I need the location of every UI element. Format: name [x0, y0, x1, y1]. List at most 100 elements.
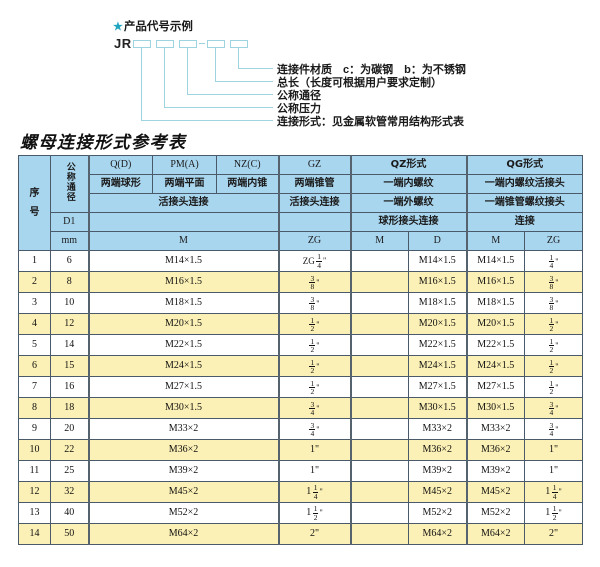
header-row-forms: 两端球形 两端平面 两端内锥 两端锥管 一端内螺纹 一端内螺纹活接头 [19, 174, 584, 194]
header-form-gz: 两端锥管 [278, 174, 352, 194]
header-form-qg: 一端内螺纹活接头 [466, 174, 584, 194]
cell-nominal-bore: 12 [50, 313, 90, 335]
header-form-qd: 两端球形 [88, 174, 153, 194]
cell-qg-m: M14×1.5 [466, 250, 526, 272]
product-code-diagram: ★产品代号示例 JR 连接件材质 c：为碳钢 b：为不锈钢 总长（长度可根据用户… [0, 0, 600, 128]
header-conn-qz: 一端外螺纹 [349, 193, 468, 213]
cell-gz: 1 2 " [278, 355, 352, 377]
cell-gz: 1" [278, 439, 352, 461]
leader-line-2-vertical [164, 48, 165, 107]
cell-nominal-bore: 14 [50, 334, 90, 356]
header-row-codes: 序 号 公称通径 Q(D) PM(A) NZ(C) GZ QZ形式 QG形式 [18, 155, 584, 251]
cell-gz: 1 2 " [278, 313, 352, 335]
cell-seq: 6 [18, 355, 51, 377]
cell-seq: 12 [18, 481, 51, 503]
cell-seq: 13 [18, 502, 51, 524]
cell-qg-zg: 1 4 " [524, 250, 584, 272]
cell-gz: 1" [278, 460, 352, 482]
table-row: 11 25 M39×2 1" M39×2 M39×2 1" [18, 460, 584, 482]
header-conn-qg: 一端锥管螺纹接头 [466, 193, 584, 213]
cell-qz-d: M22×1.5 [407, 334, 468, 356]
leader-line-2-horizontal [164, 107, 273, 108]
header-seq-char2: 号 [29, 207, 40, 218]
leader-line-3-horizontal [187, 94, 273, 95]
cell-qg-zg: 2" [524, 523, 584, 545]
cell-qz-m [350, 271, 409, 293]
cell-gz: 3 8 " [278, 271, 352, 293]
cell-qz-d: M36×2 [407, 439, 468, 461]
cell-thread-m: M45×2 [88, 481, 280, 503]
cell-qg-zg: 1 2 " [524, 313, 584, 335]
cell-qz-m [350, 250, 409, 272]
spec-table: 序 号 公称通径 Q(D) PM(A) NZ(C) GZ QZ形式 QG形式 两… [18, 155, 584, 545]
cell-nominal-bore: 10 [50, 292, 90, 314]
leader-line-1-vertical [141, 48, 142, 120]
cell-qz-d: M64×2 [407, 523, 468, 545]
table-row: 2 8 M16×1.5 3 8 " M16×1.5 M16×1.5 3 8 " [18, 271, 584, 293]
code-box-1 [133, 40, 151, 48]
cell-qg-zg: 1 2 " [524, 355, 584, 377]
cell-seq: 9 [18, 418, 51, 440]
cell-qz-d: M52×2 [407, 502, 468, 524]
header-row-d1: D1 球形接头连接 连接 [19, 212, 584, 232]
header-row-units: mm M ZG M D M ZG [19, 231, 584, 251]
cell-qz-m [350, 460, 409, 482]
note-label-material: 连接件材质 c：为碳钢 b：为不锈钢 [277, 64, 466, 76]
cell-qz-m [350, 334, 409, 356]
header-row-connection: 活接头连接 活接头连接 一端外螺纹 一端锥管螺纹接头 [19, 193, 584, 213]
header-nominal-bore: 公称通径 [50, 155, 90, 213]
cell-qg-m: M16×1.5 [466, 271, 526, 293]
leader-line-4-vertical [215, 48, 216, 81]
cell-qz-d: M18×1.5 [407, 292, 468, 314]
cell-qg-m: M64×2 [466, 523, 526, 545]
table-row: 5 14 M22×1.5 1 2 " M22×1.5 M22×1.5 1 2 " [18, 334, 584, 356]
table-row: 4 12 M20×1.5 1 2 " M20×1.5 M20×1.5 1 2 " [18, 313, 584, 335]
cell-thread-m: M64×2 [88, 523, 280, 545]
table-row: 3 10 M18×1.5 3 8 " M18×1.5 M18×1.5 3 8 " [18, 292, 584, 314]
header-form-pma: 两端平面 [152, 174, 217, 194]
cell-nominal-bore: 40 [50, 502, 90, 524]
code-dash [199, 43, 205, 44]
header-unit-qz-d: D [407, 231, 468, 251]
cell-gz: 1 1 4 " [278, 481, 352, 503]
cell-thread-m: M20×1.5 [88, 313, 280, 335]
table-row: 10 22 M36×2 1" M36×2 M36×2 1" [18, 439, 584, 461]
cell-qg-m: M30×1.5 [466, 397, 526, 419]
cell-qz-m [350, 292, 409, 314]
note-label-pressure: 公称压力 [277, 103, 321, 115]
star-icon: ★ [113, 21, 123, 33]
header-conn-m-group: 活接头连接 [88, 193, 280, 213]
cell-qg-zg: 3 4 " [524, 397, 584, 419]
cell-qz-m [350, 502, 409, 524]
header-connect-qg: 连接 [466, 212, 584, 232]
cell-qz-d: M20×1.5 [407, 313, 468, 335]
header-group-code-qz: QZ形式 [349, 155, 468, 175]
cell-seq: 4 [18, 313, 51, 335]
cell-gz: 3 8 " [278, 292, 352, 314]
cell-qg-m: M45×2 [466, 481, 526, 503]
note-label-bore: 公称通径 [277, 90, 321, 102]
cell-qg-zg: 1 2 " [524, 334, 584, 356]
spec-table-container: 序 号 公称通径 Q(D) PM(A) NZ(C) GZ QZ形式 QG形式 两… [18, 155, 584, 545]
header-unit-qg-m: M [466, 231, 526, 251]
header-ball-joint-qz: 球形接头连接 [349, 212, 468, 232]
cell-qg-m: M52×2 [466, 502, 526, 524]
cell-qz-d: M16×1.5 [407, 271, 468, 293]
cell-gz: 1 2 " [278, 376, 352, 398]
cell-qz-d: M30×1.5 [407, 397, 468, 419]
header-form-qz: 一端内螺纹 [349, 174, 468, 194]
cell-qg-m: M27×1.5 [466, 376, 526, 398]
leader-line-1-horizontal [141, 120, 273, 121]
cell-nominal-bore: 25 [50, 460, 90, 482]
cell-nominal-bore: 16 [50, 376, 90, 398]
product-code-heading-text: 产品代号示例 [123, 21, 193, 33]
cell-thread-m: M24×1.5 [88, 355, 280, 377]
cell-nominal-bore: 22 [50, 439, 90, 461]
cell-seq: 11 [18, 460, 51, 482]
table-row: 6 15 M24×1.5 1 2 " M24×1.5 M24×1.5 1 2 " [18, 355, 584, 377]
cell-thread-m: M18×1.5 [88, 292, 280, 314]
cell-qz-m [350, 376, 409, 398]
header-group-code-qd: Q(D) [88, 155, 153, 175]
cell-qg-zg: 1 2 " [524, 376, 584, 398]
header-unit-m-group: M [88, 231, 280, 251]
